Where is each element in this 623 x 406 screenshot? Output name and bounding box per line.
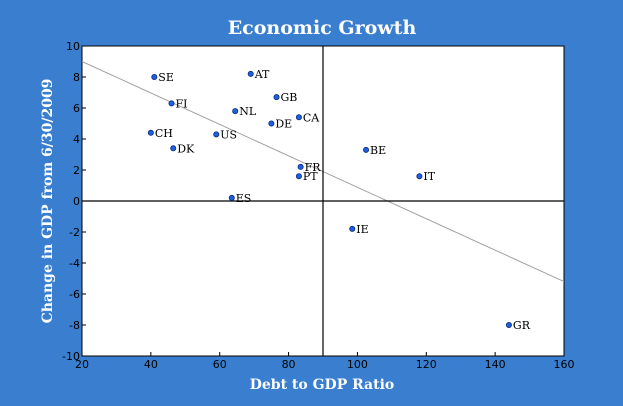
x-tick-label: 140 bbox=[485, 358, 506, 371]
y-tick-label: 8 bbox=[73, 71, 80, 84]
data-point bbox=[151, 74, 158, 81]
data-point bbox=[147, 129, 154, 136]
point-label: GB bbox=[281, 91, 298, 104]
x-tick-label: 20 bbox=[75, 358, 89, 371]
y-tick-label: 0 bbox=[73, 195, 80, 208]
data-point bbox=[505, 321, 512, 328]
point-label: NL bbox=[239, 105, 257, 118]
point-label: PT bbox=[303, 170, 318, 183]
y-axis-label: Change in GDP from 6/30/2009 bbox=[40, 79, 56, 324]
y-tick-label: -2 bbox=[69, 226, 80, 239]
ticks-layer: 20 40 60 80 100 120 140 160 -10 -8 -6 -4 -2 0 2 4 6 8 10 bbox=[62, 40, 574, 371]
data-point bbox=[232, 108, 239, 115]
point-label: FI bbox=[176, 97, 188, 110]
point-label: BE bbox=[370, 144, 386, 157]
y-tick-label: -4 bbox=[69, 257, 80, 270]
data-point bbox=[170, 145, 177, 152]
point-label: US bbox=[220, 128, 237, 141]
data-point bbox=[213, 131, 220, 138]
x-tick-label: 120 bbox=[416, 358, 437, 371]
point-label: DE bbox=[275, 118, 292, 131]
data-point bbox=[168, 100, 175, 107]
point-label: AT bbox=[254, 68, 270, 81]
data-point bbox=[349, 225, 356, 232]
x-tick-label: 40 bbox=[144, 358, 158, 371]
y-tick-label: -6 bbox=[69, 288, 80, 301]
data-point bbox=[273, 94, 280, 101]
x-axis-label: Debt to GDP Ratio bbox=[250, 377, 395, 393]
data-point bbox=[295, 114, 302, 121]
point-label: ES bbox=[236, 192, 252, 205]
data-point bbox=[228, 194, 235, 201]
data-point bbox=[297, 163, 304, 170]
y-tick-label: 4 bbox=[73, 133, 80, 146]
x-tick-label: 100 bbox=[347, 358, 368, 371]
x-tick-label: 160 bbox=[554, 358, 575, 371]
point-label: DK bbox=[177, 142, 195, 155]
data-point bbox=[416, 173, 423, 180]
data-point bbox=[268, 120, 275, 127]
point-label: FR bbox=[305, 161, 322, 174]
point-label: IT bbox=[423, 170, 435, 183]
x-tick-label: 80 bbox=[282, 358, 296, 371]
y-tick-label: 6 bbox=[73, 102, 80, 115]
point-label: IE bbox=[356, 223, 368, 236]
data-point bbox=[363, 146, 370, 153]
point-label: GR bbox=[513, 319, 531, 332]
point-label: CA bbox=[303, 111, 320, 124]
y-tick-label: -10 bbox=[62, 350, 80, 363]
y-tick-label: -8 bbox=[69, 319, 80, 332]
chart-title: Economic Growth bbox=[228, 17, 417, 39]
y-tick-label: 10 bbox=[66, 40, 80, 53]
y-tick-label: 2 bbox=[73, 164, 80, 177]
data-point bbox=[295, 173, 302, 180]
x-tick-label: 60 bbox=[213, 358, 227, 371]
point-label: CH bbox=[155, 127, 173, 140]
reference-lines bbox=[82, 46, 564, 356]
data-point bbox=[247, 70, 254, 77]
point-label: SE bbox=[158, 71, 174, 84]
